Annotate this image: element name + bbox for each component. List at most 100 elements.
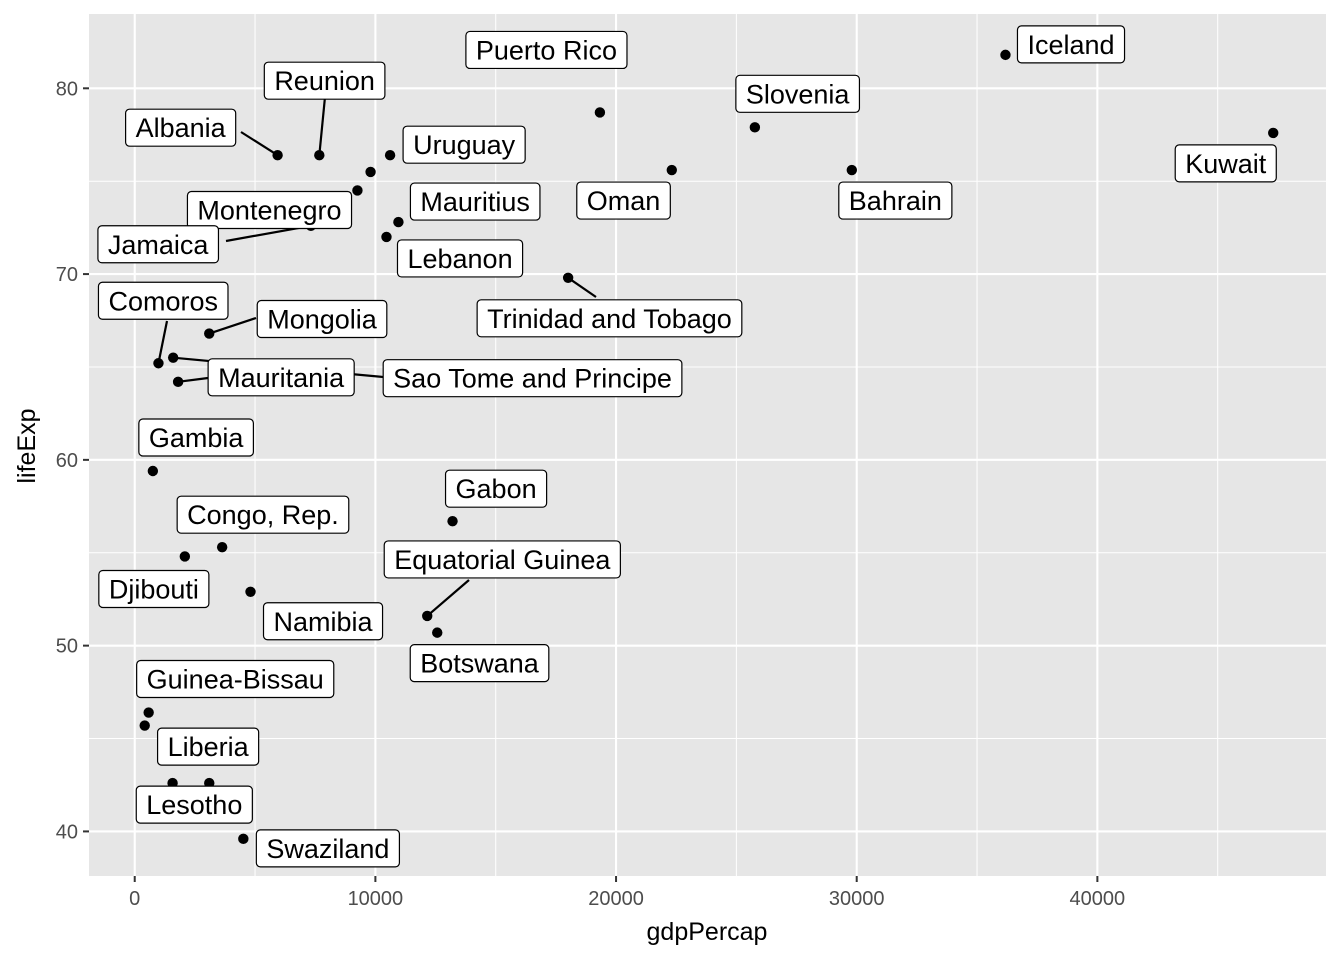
data-point [272, 149, 283, 161]
label-text: Bahrain [849, 186, 942, 216]
data-point [1000, 49, 1011, 61]
data-point [147, 465, 159, 477]
point-label: Liberia [156, 727, 260, 766]
label-box [138, 418, 254, 457]
label-box [125, 108, 237, 147]
label-box [176, 495, 350, 534]
data-point [143, 707, 154, 718]
label-text: Mongolia [267, 305, 378, 335]
label-box [207, 358, 355, 397]
x-tick-label: 10000 [348, 888, 404, 910]
data-point [749, 122, 761, 133]
label-box [186, 190, 353, 230]
label-box [255, 829, 401, 868]
label-text: Mauritania [218, 363, 345, 393]
point-label: Mauritius [409, 182, 541, 221]
data-point [204, 328, 215, 339]
label-box [98, 569, 210, 609]
x-tick-label: 30000 [829, 888, 885, 910]
label-text: Swaziland [266, 834, 389, 864]
label-box [135, 785, 253, 824]
leader-line [426, 579, 470, 617]
label-box [263, 61, 386, 100]
x-tick-label: 0 [129, 888, 140, 910]
data-point [245, 586, 256, 597]
label-text: Kuwait [1185, 149, 1267, 179]
y-tick-label: 70 [56, 264, 78, 286]
data-point [238, 833, 249, 845]
point-label: Gabon [444, 469, 548, 508]
data-point [1268, 127, 1279, 139]
data-point [422, 610, 433, 622]
point-label: Trinidad and Tobago [476, 299, 743, 338]
label-box [256, 299, 388, 339]
label-text: Montenegro [197, 195, 341, 225]
data-point [562, 272, 574, 284]
point-label: Iceland [1016, 25, 1126, 64]
leader-line [208, 316, 257, 335]
label-box [1016, 25, 1126, 64]
leader-line [567, 276, 597, 298]
point-label: Bahrain [838, 181, 953, 220]
x-axis-title: gdpPercap [647, 918, 768, 946]
data-point [179, 551, 191, 562]
point-label: Botswana [409, 644, 550, 683]
y-tick-label: 40 [56, 821, 78, 843]
label-text: Trinidad and Tobago [487, 304, 732, 334]
point-label: Equatorial Guinea [383, 540, 621, 579]
point-label: Comoros [97, 281, 229, 320]
point-label: Namibia [262, 602, 384, 641]
label-text: Albania [136, 113, 227, 143]
point-label: Swaziland [255, 829, 401, 868]
label-text: Equatorial Guinea [394, 545, 611, 575]
point-label: Reunion [263, 61, 386, 100]
label-box [156, 727, 260, 766]
label-text: Gabon [456, 474, 537, 504]
label-text: Iceland [1027, 30, 1114, 60]
data-point [384, 149, 396, 161]
y-tick-label: 60 [56, 450, 78, 472]
data-point [393, 216, 404, 228]
label-box [262, 602, 384, 641]
leader-line [157, 320, 169, 364]
point-label: Kuwait [1174, 144, 1277, 183]
point-label: Mauritania [207, 358, 355, 397]
y-tick-label: 80 [56, 78, 78, 100]
plot-background [89, 14, 1326, 876]
label-text: Djibouti [109, 574, 199, 604]
point-label: Lesotho [135, 785, 253, 824]
label-box [409, 182, 541, 221]
point-label: Slovenia [735, 74, 861, 113]
point-label: Sao Tome and Principe [382, 359, 683, 398]
label-text: Lesotho [146, 790, 242, 820]
label-box [444, 469, 548, 508]
data-point [216, 541, 228, 553]
label-text: Gambia [149, 423, 245, 453]
label-box [97, 225, 220, 264]
label-box [576, 181, 671, 220]
label-text: Liberia [168, 732, 250, 762]
label-box [382, 359, 683, 398]
x-tick-label: 40000 [1070, 888, 1126, 910]
data-point [594, 107, 606, 118]
data-point [447, 515, 458, 527]
data-point [846, 164, 858, 176]
axes: 0 10000 20000 30000 40000 40 50 60 70 80 [56, 78, 1125, 910]
point-label: Lebanon [396, 239, 524, 278]
label-box [97, 281, 229, 320]
point-label: Uruguay [402, 125, 526, 164]
label-text: Reunion [274, 66, 375, 96]
point-label: Guinea-Bissau [136, 659, 335, 699]
label-box [402, 125, 526, 164]
label-box [396, 239, 524, 278]
y-tick-label: 50 [56, 636, 78, 658]
label-box [409, 644, 550, 683]
label-text: Mauritius [420, 187, 530, 217]
label-text: Lebanon [407, 244, 512, 274]
label-text: Puerto Rico [476, 35, 617, 65]
point-label: Albania [125, 108, 237, 147]
data-point [352, 185, 363, 196]
data-point [666, 164, 677, 176]
label-text: Oman [587, 186, 661, 216]
point-label: Mongolia [256, 299, 388, 339]
